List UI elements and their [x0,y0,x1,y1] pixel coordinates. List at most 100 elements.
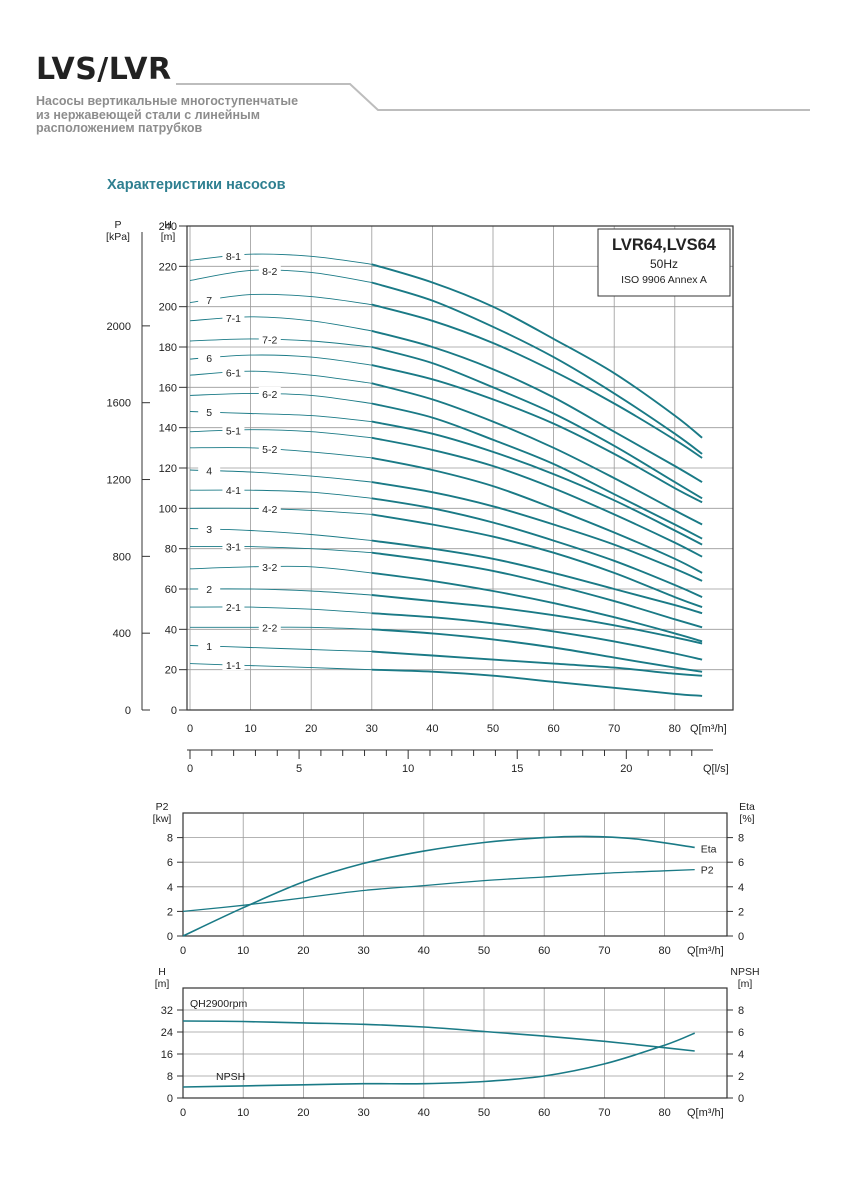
curve-2 [371,594,703,645]
curve-label-bg [198,350,221,363]
product-subtitle: Насосы вертикальные многоступенчатые из … [36,94,356,136]
curve-label-bg [258,442,281,455]
curve-7-1 [189,316,372,332]
curve-label-bg [222,423,245,436]
x-tick-label: 30 [357,1107,369,1119]
legend-frequency: 50Hz [650,257,678,271]
curve-label: 7 [206,295,212,307]
right-tick-label: 8 [738,833,744,845]
curve-label: 7-1 [226,313,241,325]
y-tick-label: 0 [167,1093,173,1105]
right-axis-label: [%] [739,813,754,825]
lps-tick-label: 20 [620,763,632,775]
pressure-tick-label: 800 [113,551,131,563]
y-tick-label: 16 [161,1049,173,1061]
x-tick-label: 70 [598,1107,610,1119]
y-tick-label: 120 [159,463,177,475]
lps-axis-label: Q[l/s] [703,763,729,775]
curve-label-eta: Eta [701,843,717,855]
y-tick-label: 160 [159,382,177,394]
x-tick-label: 40 [426,723,438,735]
x-tick-label: 20 [297,1107,309,1119]
curve-label-bg [222,483,245,496]
y-axis-label: H [158,966,166,978]
curve-label-qh: QH2900rpm [190,998,247,1010]
y-axis-label: [m] [161,231,176,243]
pressure-tick-label: 2000 [107,321,131,333]
y-tick-label: 220 [159,261,177,273]
x-tick-label: 60 [538,1107,550,1119]
y-tick-label: 40 [165,624,177,636]
curve-1-1 [189,663,372,671]
x-tick-label: 0 [180,945,186,957]
curve-label-bg [222,365,245,378]
curve-eta [182,835,695,937]
plot-frame [182,812,728,937]
curve-label-bg [198,463,221,476]
x-tick-label: 10 [244,723,256,735]
curve-8-2 [371,281,703,455]
x-tick-label: 0 [187,723,193,735]
x-axis-label: Q[m³/h] [690,723,727,735]
x-tick-label: 20 [305,723,317,735]
y-tick-label: 60 [165,584,177,596]
y-tick-label: 4 [167,882,173,894]
curve-5-2 [189,447,372,459]
y-tick-label: 180 [159,342,177,354]
curve-p2 [182,868,695,913]
y-tick-label: 20 [165,665,177,677]
plot-frame [182,987,728,1099]
curve-4 [371,481,703,582]
curve-label-bg [198,639,221,652]
x-tick-label: 80 [658,945,670,957]
y-tick-label: 24 [161,1027,173,1039]
right-tick-label: 6 [738,857,744,869]
y-tick-label: 0 [167,931,173,943]
right-axis-label: NPSH [730,966,759,978]
right-axis-label: [m] [738,978,753,990]
x-tick-label: 80 [658,1107,670,1119]
brand-title: LVS/LVR [36,52,172,87]
curve-5 [371,420,703,546]
curve-4-2 [371,513,703,608]
lps-tick-label: 0 [187,763,193,775]
y-tick-label: 240 [159,221,177,233]
curve-label-bg [222,249,245,262]
y-axis-label: [kw] [153,813,172,825]
curve-label: 7-2 [262,335,277,347]
right-tick-label: 4 [738,1049,744,1061]
curve-label: 5-1 [226,425,241,437]
curve-6-2 [189,392,372,404]
curve-label: 3-1 [226,542,241,554]
power-chart: 0 10 20 30 40 50 60 70 80 Q[m³/h]0246802468P2[kw]… [153,801,755,957]
curve-label-bg [222,539,245,552]
y-tick-label: 200 [159,302,177,314]
pressure-axis-label: [kPa] [106,231,130,243]
curve-label-bg [198,293,221,306]
npsh-chart: 0 10 20 30 40 50 60 70 80 Q[m³/h]0816243202468H[m… [155,966,760,1119]
curve-2-1 [371,612,703,661]
x-tick-label: 60 [547,723,559,735]
curve-label: 3 [206,524,212,536]
subtitle-line: расположением патрубков [36,121,203,135]
x-tick-label: 40 [418,945,430,957]
curve-label-bg [258,386,281,399]
curve-label: 4-2 [262,504,277,516]
right-tick-label: 6 [738,1027,744,1039]
legend-standard: ISO 9906 Annex A [621,274,707,286]
curve-4-1 [371,497,703,598]
curve-label-bg [258,332,281,345]
right-axis-label: Eta [739,801,755,813]
right-tick-label: 2 [738,1071,744,1083]
y-axis-label: P2 [156,801,169,813]
curve-1 [371,650,703,677]
pressure-tick-label: 400 [113,628,131,640]
curve-7 [371,303,703,459]
pressure-axis-label: P [114,219,121,231]
curve-8-1 [189,253,372,265]
curve-2-2 [371,628,703,673]
curve-label-p2: P2 [701,865,714,877]
curve-1-1 [371,668,703,697]
section-title: Характеристики насосов [107,177,286,193]
